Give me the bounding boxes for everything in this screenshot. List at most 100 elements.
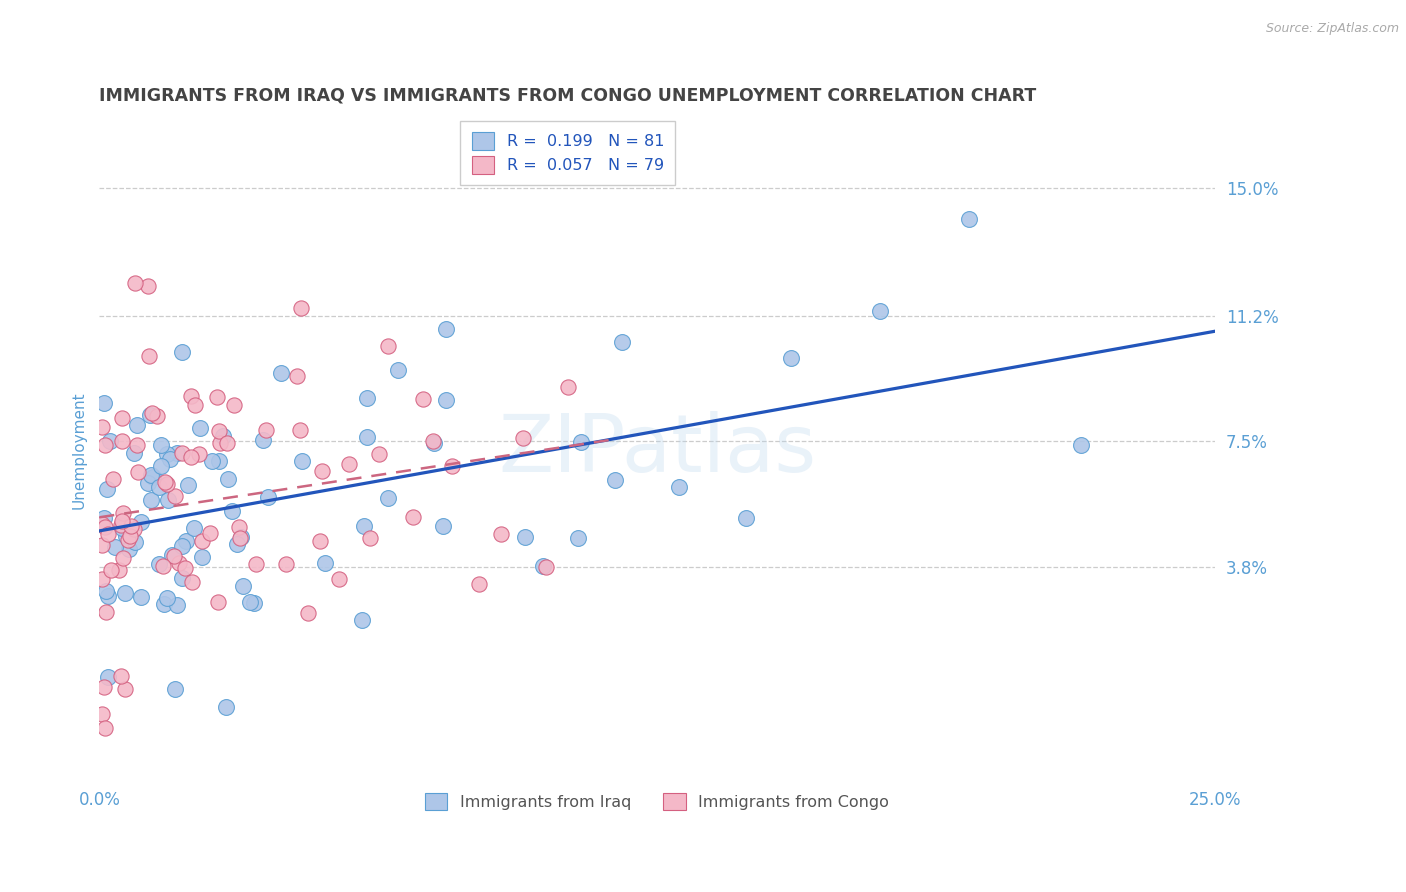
Point bbox=[94, 520, 117, 534]
Point bbox=[228, 520, 250, 534]
Point bbox=[191, 534, 214, 549]
Point bbox=[111, 551, 134, 566]
Point bbox=[145, 409, 167, 424]
Point bbox=[569, 435, 592, 450]
Point bbox=[138, 349, 160, 363]
Point bbox=[377, 491, 399, 506]
Point bbox=[156, 477, 179, 491]
Point bbox=[90, 420, 112, 434]
Point bbox=[114, 681, 136, 696]
Text: ZIPatlas: ZIPatlas bbox=[498, 411, 815, 489]
Point bbox=[436, 393, 458, 408]
Point bbox=[170, 571, 193, 585]
Point bbox=[163, 489, 186, 503]
Point bbox=[436, 322, 458, 336]
Point bbox=[328, 572, 350, 586]
Point bbox=[869, 304, 891, 318]
Point bbox=[291, 454, 314, 468]
Y-axis label: Unemployment: Unemployment bbox=[72, 391, 86, 508]
Point bbox=[111, 411, 134, 425]
Point bbox=[111, 514, 134, 528]
Point bbox=[198, 525, 221, 540]
Point bbox=[377, 339, 399, 353]
Point bbox=[166, 598, 188, 612]
Point bbox=[314, 557, 336, 571]
Point bbox=[117, 533, 139, 548]
Point bbox=[101, 472, 124, 486]
Text: IMMIGRANTS FROM IRAQ VS IMMIGRANTS FROM CONGO UNEMPLOYMENT CORRELATION CHART: IMMIGRANTS FROM IRAQ VS IMMIGRANTS FROM … bbox=[100, 87, 1036, 104]
Point bbox=[181, 574, 204, 589]
Point bbox=[152, 597, 174, 611]
Point bbox=[226, 537, 249, 551]
Point bbox=[567, 532, 589, 546]
Point bbox=[387, 363, 409, 377]
Point bbox=[423, 436, 446, 450]
Point bbox=[779, 351, 801, 365]
Point bbox=[432, 518, 454, 533]
Point bbox=[191, 550, 214, 565]
Point bbox=[90, 517, 112, 532]
Point bbox=[125, 438, 148, 452]
Point bbox=[356, 430, 378, 444]
Point bbox=[115, 529, 138, 543]
Point bbox=[288, 424, 311, 438]
Point bbox=[148, 558, 170, 572]
Text: Source: ZipAtlas.com: Source: ZipAtlas.com bbox=[1265, 22, 1399, 36]
Point bbox=[668, 480, 690, 494]
Point bbox=[136, 279, 159, 293]
Point bbox=[155, 447, 177, 461]
Point bbox=[441, 458, 464, 473]
Point bbox=[108, 563, 131, 577]
Point bbox=[290, 301, 312, 316]
Point bbox=[211, 429, 233, 443]
Point bbox=[91, 572, 114, 586]
Point bbox=[163, 549, 186, 563]
Point bbox=[957, 211, 980, 226]
Point bbox=[534, 559, 557, 574]
Point bbox=[402, 510, 425, 524]
Point bbox=[512, 431, 534, 445]
Point bbox=[163, 681, 186, 696]
Point bbox=[183, 521, 205, 535]
Point bbox=[127, 465, 149, 479]
Point bbox=[368, 447, 391, 461]
Point bbox=[1070, 438, 1092, 452]
Point bbox=[129, 515, 152, 529]
Point bbox=[160, 548, 183, 562]
Point bbox=[167, 556, 190, 570]
Point bbox=[188, 447, 211, 461]
Point bbox=[94, 606, 117, 620]
Point bbox=[159, 451, 181, 466]
Point bbox=[201, 454, 224, 468]
Point bbox=[114, 586, 136, 600]
Point bbox=[188, 421, 211, 435]
Point bbox=[110, 669, 132, 683]
Point bbox=[309, 534, 332, 549]
Point bbox=[127, 417, 149, 432]
Point bbox=[422, 434, 444, 449]
Point bbox=[104, 541, 127, 555]
Point bbox=[120, 529, 142, 543]
Point bbox=[359, 531, 381, 545]
Point bbox=[231, 529, 253, 543]
Point bbox=[489, 526, 512, 541]
Point bbox=[148, 480, 170, 494]
Point bbox=[513, 530, 536, 544]
Point bbox=[139, 408, 162, 422]
Point bbox=[356, 391, 378, 405]
Point bbox=[412, 392, 434, 407]
Point bbox=[93, 396, 115, 410]
Point bbox=[98, 434, 121, 448]
Point bbox=[124, 535, 146, 549]
Point bbox=[136, 476, 159, 491]
Point bbox=[156, 591, 179, 605]
Point bbox=[90, 707, 112, 722]
Point bbox=[94, 721, 117, 735]
Point bbox=[124, 446, 146, 460]
Point bbox=[208, 424, 231, 438]
Point bbox=[124, 276, 146, 290]
Point bbox=[207, 390, 229, 404]
Point bbox=[117, 542, 139, 557]
Point bbox=[243, 596, 266, 610]
Point bbox=[94, 438, 117, 452]
